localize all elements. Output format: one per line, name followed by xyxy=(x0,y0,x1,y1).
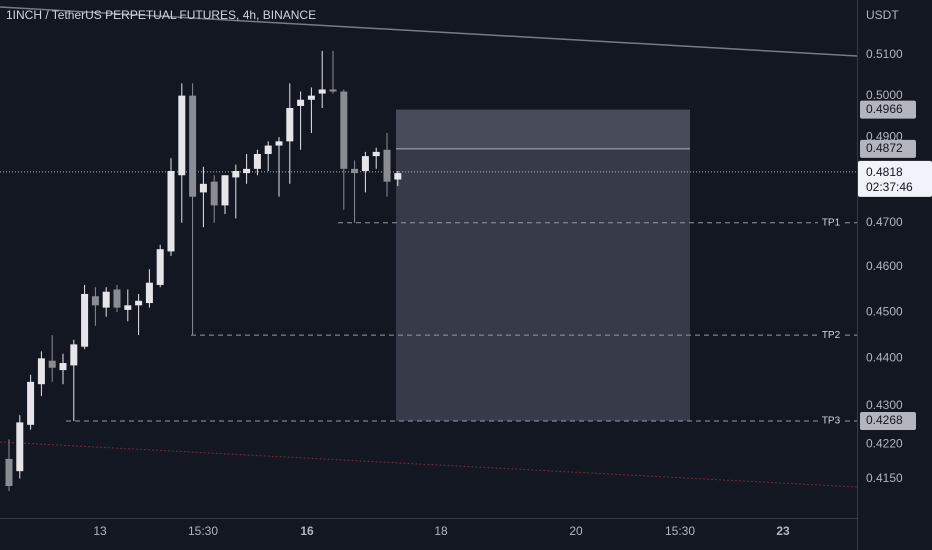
candle-body[interactable] xyxy=(243,168,251,174)
candle-body[interactable] xyxy=(5,458,13,487)
candle-body[interactable] xyxy=(135,300,143,306)
target-zone-box[interactable] xyxy=(396,109,690,421)
tp-label-tp2: TP2 xyxy=(822,330,841,341)
candle-body[interactable] xyxy=(70,344,78,366)
price-tick-label: 0.4400 xyxy=(866,351,903,365)
price-tag-label: 0.4872 xyxy=(866,141,903,155)
candle-body[interactable] xyxy=(372,151,380,157)
price-tick-label: 0.4900 xyxy=(866,129,903,143)
candle-body[interactable] xyxy=(113,289,121,308)
candle-body[interactable] xyxy=(91,296,99,306)
candle-body[interactable] xyxy=(286,107,294,142)
candle-body[interactable] xyxy=(361,156,369,171)
price-tag-label: 0.4966 xyxy=(866,102,903,116)
time-tick-label: 15:30 xyxy=(188,524,218,538)
price-tag-badge xyxy=(860,139,916,158)
candle-body[interactable] xyxy=(189,95,197,197)
candle-body[interactable] xyxy=(16,422,24,472)
tp-label-tp1: TP1 xyxy=(822,217,841,228)
candle-body[interactable] xyxy=(394,173,402,180)
chart-title: 1INCH / TetherUS PERPETUAL FUTURES, 4h, … xyxy=(6,8,317,22)
candle-body[interactable] xyxy=(307,95,315,100)
price-tick-label: 0.4300 xyxy=(866,398,903,412)
candle-body[interactable] xyxy=(210,181,218,206)
time-axis-panel[interactable] xyxy=(0,518,857,550)
price-tick-label: 0.4220 xyxy=(866,436,903,450)
time-tick-label: 15:30 xyxy=(665,524,695,538)
candle-body[interactable] xyxy=(232,170,240,178)
candle-body[interactable] xyxy=(37,358,45,385)
price-axis-unit: USDT xyxy=(866,8,899,22)
candle-body[interactable] xyxy=(178,95,186,176)
price-tick-label: 0.5100 xyxy=(866,47,903,61)
candle-body[interactable] xyxy=(48,360,56,368)
countdown-label: 02:37:46 xyxy=(866,180,913,194)
candle-body[interactable] xyxy=(275,141,283,146)
candle-body[interactable] xyxy=(167,170,175,252)
candle-body[interactable] xyxy=(297,99,305,106)
candle-body[interactable] xyxy=(156,249,164,285)
price-tag-badge xyxy=(860,411,916,430)
candle-body[interactable] xyxy=(124,305,132,310)
price-tick-label: 0.4700 xyxy=(866,215,903,229)
price-tick-label: 0.4500 xyxy=(866,304,903,318)
current-price-label: 0.4818 xyxy=(866,165,903,179)
resistance-trendline[interactable] xyxy=(0,6,858,57)
time-tick-label: 13 xyxy=(93,524,107,538)
tp-label-tp3: TP3 xyxy=(822,416,841,427)
candle-body[interactable] xyxy=(27,381,35,425)
candle-body[interactable] xyxy=(81,293,89,347)
candle-body[interactable] xyxy=(221,175,229,206)
current-price-badge xyxy=(858,160,932,197)
candle-body[interactable] xyxy=(351,168,359,174)
price-tick-label: 0.5000 xyxy=(866,88,903,102)
time-tick-label: 20 xyxy=(569,524,583,538)
price-tick-label: 0.4150 xyxy=(866,471,903,485)
candle-body[interactable] xyxy=(318,89,326,94)
price-axis-panel[interactable] xyxy=(857,0,932,550)
target-zone-upper-band xyxy=(396,109,690,149)
candle-body[interactable] xyxy=(253,153,261,169)
candle-body[interactable] xyxy=(59,363,67,371)
support-trendline[interactable] xyxy=(0,441,858,488)
candle-body[interactable] xyxy=(199,183,207,193)
candle-body[interactable] xyxy=(383,149,391,182)
time-tick-label: 18 xyxy=(434,524,448,538)
time-tick-label: 16 xyxy=(300,524,314,538)
candle-body[interactable] xyxy=(329,89,337,92)
candle-body[interactable] xyxy=(102,291,110,308)
price-tag-label: 0.4268 xyxy=(866,413,903,427)
price-tag-badge xyxy=(860,100,916,119)
time-tick-label: 23 xyxy=(776,524,790,538)
price-tick-label: 0.4600 xyxy=(866,259,903,273)
candle-body[interactable] xyxy=(340,91,348,169)
candle-body[interactable] xyxy=(145,282,153,304)
candle-body[interactable] xyxy=(264,145,272,154)
